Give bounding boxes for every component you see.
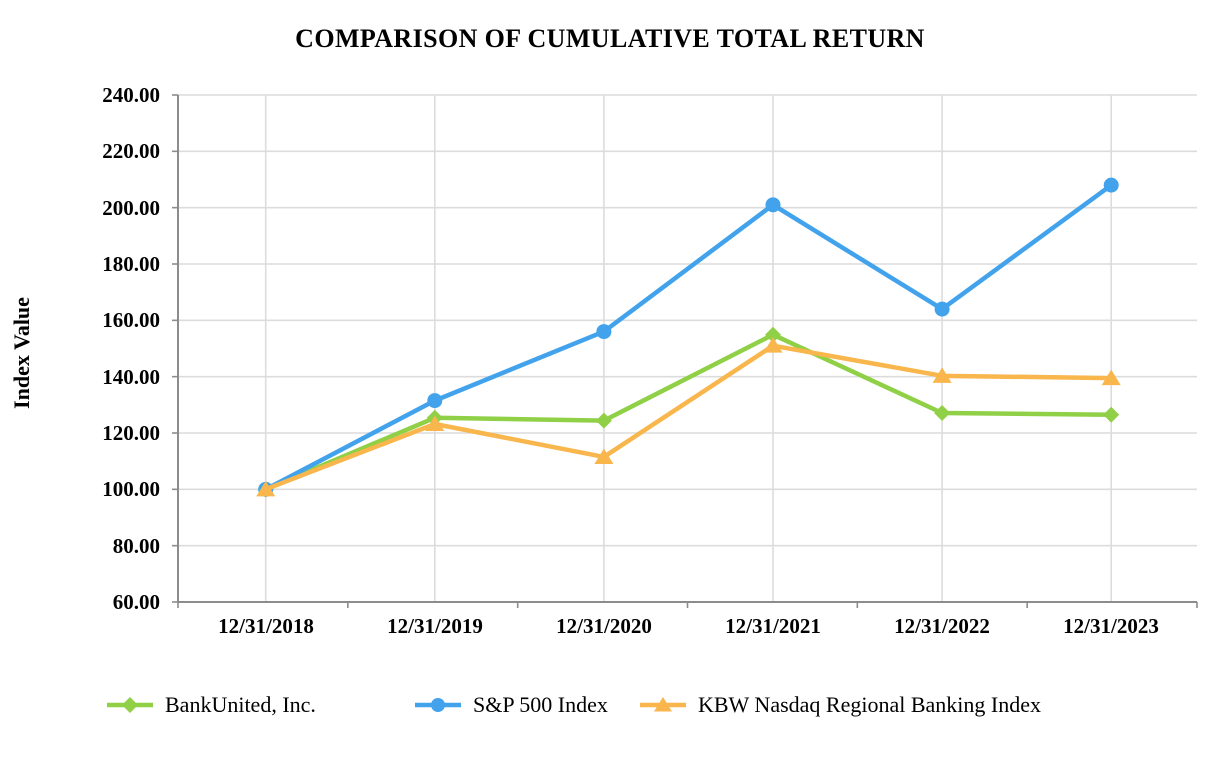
gridlines	[178, 94, 1197, 602]
series-bankunited	[257, 326, 1120, 498]
series-kbw	[256, 337, 1121, 497]
y-tick-label: 80.00	[112, 534, 160, 558]
legend-marker-circle-icon	[415, 698, 461, 712]
legend-label: KBW Nasdaq Regional Banking Index	[698, 692, 1041, 717]
series-sp500	[258, 177, 1119, 497]
x-tick-label: 12/31/2019	[387, 614, 483, 638]
x-tick-label: 12/31/2018	[218, 614, 314, 638]
y-tick-label: 60.00	[112, 590, 160, 614]
chart-legend: BankUnited, Inc. S&P 500 Index KBW Nasda…	[0, 690, 1226, 720]
legend-label: BankUnited, Inc.	[165, 692, 316, 717]
legend-item-sp500: S&P 500 Index	[413, 690, 608, 720]
chart-title: COMPARISON OF CUMULATIVE TOTAL RETURN	[295, 24, 925, 53]
legend-item-bankunited: BankUnited, Inc.	[105, 690, 316, 720]
x-tick-label: 12/31/2020	[556, 614, 652, 638]
x-tick-label: 12/31/2023	[1063, 614, 1159, 638]
legend-label: S&P 500 Index	[473, 692, 608, 717]
y-tick-label: 180.00	[102, 252, 160, 276]
y-tick-label: 160.00	[102, 308, 160, 332]
x-tick-label: 12/31/2021	[725, 614, 821, 638]
legend-marker-triangle-icon	[640, 697, 686, 712]
axes	[172, 94, 1198, 608]
y-tick-label: 200.00	[102, 196, 160, 220]
legend-marker-diamond-icon	[107, 697, 153, 713]
y-tick-label: 220.00	[102, 139, 160, 163]
x-tick-label: 12/31/2022	[894, 614, 990, 638]
y-tick-label: 240.00	[102, 83, 160, 107]
y-tick-label: 120.00	[102, 421, 160, 445]
y-tick-label: 140.00	[102, 365, 160, 389]
legend-item-kbw: KBW Nasdaq Regional Banking Index	[638, 690, 1041, 720]
y-tick-label: 100.00	[102, 477, 160, 501]
